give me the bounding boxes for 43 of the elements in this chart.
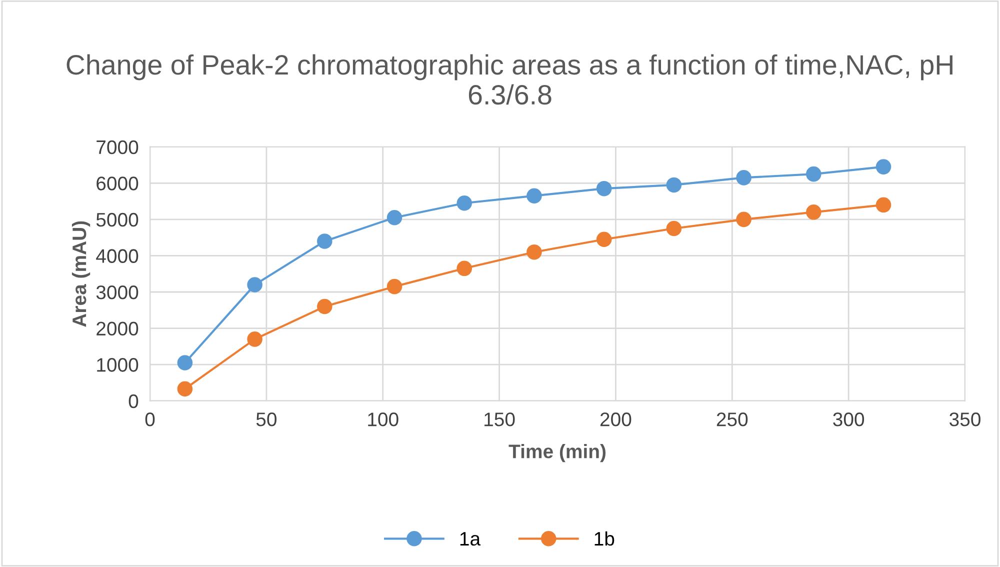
y-tick-label: 4000	[96, 249, 138, 263]
point	[456, 195, 472, 211]
point	[526, 244, 542, 260]
x-axis-title: Time (min)	[508, 444, 606, 462]
y-tick-label: 1000	[97, 358, 138, 372]
y-tick-label: 0	[128, 394, 138, 408]
x-tick-label: 300	[833, 412, 864, 426]
legend-label: 1a	[460, 532, 481, 546]
x-tick-label: 150	[484, 412, 515, 426]
point	[456, 260, 472, 276]
point	[736, 212, 752, 228]
x-tick-label: 100	[368, 412, 398, 426]
x-tick-label: 0	[145, 412, 155, 426]
point	[177, 355, 193, 370]
point	[526, 188, 542, 204]
point	[247, 332, 262, 347]
x-tick-label: 200	[600, 412, 632, 426]
x-tick-label: 250	[716, 412, 748, 426]
point	[876, 159, 892, 174]
point	[666, 177, 682, 193]
y-tick-label: 3000	[96, 285, 138, 300]
point	[386, 210, 402, 226]
point	[247, 277, 262, 292]
point	[806, 166, 822, 182]
point	[806, 204, 822, 220]
y-tick-label: 5000	[96, 212, 138, 227]
point	[317, 234, 332, 249]
legend-label: 1b	[594, 531, 614, 546]
x-tick-label: 50	[256, 412, 276, 426]
point	[177, 381, 193, 397]
y-axis-title: Area (mAU)	[72, 221, 90, 327]
point	[736, 170, 752, 186]
y-tick-label: 2000	[96, 322, 138, 336]
point	[596, 180, 612, 196]
point	[317, 298, 332, 314]
y-tick-label: 7000	[96, 140, 138, 154]
chart-title: Change of Peak-2 chromatographic areas as a function of time,NAC, pH 6.3/6.8	[66, 54, 952, 105]
x-tick-label: 350	[950, 412, 980, 426]
point	[666, 220, 682, 236]
point	[876, 197, 892, 213]
point	[386, 278, 402, 294]
point	[596, 232, 612, 248]
y-tick-label: 6000	[96, 176, 138, 190]
